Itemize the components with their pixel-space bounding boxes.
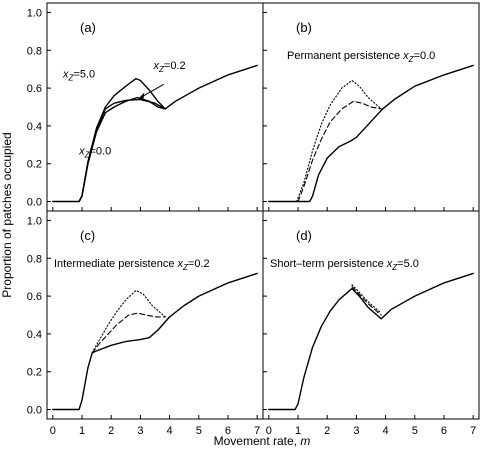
series-line-solid — [52, 272, 258, 411]
x-tick-label: 4 — [383, 425, 389, 437]
panel-subtitle-variable: x — [177, 258, 184, 270]
x-tick-label: 5 — [412, 425, 418, 437]
annotation-arrow-head — [138, 92, 145, 102]
curve-label-value: =5.0 — [73, 69, 95, 81]
x-tick-label: 1 — [79, 425, 85, 437]
curve-label-subscript: Z — [84, 150, 91, 159]
panel-label: (c) — [80, 228, 95, 243]
curve-label: xZ=0.2 — [153, 60, 186, 74]
y-tick-label: 0.8 — [27, 45, 42, 57]
curve-label-subscript: Z — [158, 65, 165, 74]
y-tick-label: 0.0 — [27, 405, 42, 417]
series-line-dashed — [91, 312, 166, 354]
panel-subtitle: Intermediate persistence xZ=0.2 — [54, 258, 210, 272]
curve-label-variable: x — [62, 69, 69, 81]
series-line-solid — [78, 77, 166, 203]
panel-label: (a) — [80, 20, 96, 35]
panel-subtitle-subscript: Z — [391, 263, 398, 272]
panel-subtitle-value: =5.0 — [397, 258, 419, 270]
series-line-solid — [52, 64, 258, 203]
curve-label-variable: x — [78, 145, 85, 157]
x-tick-label: 0 — [266, 425, 272, 437]
panel-subtitle-text: Intermediate persistence — [54, 258, 178, 270]
panel-subtitle-subscript: Z — [408, 55, 415, 64]
panel-subtitle-variable: x — [386, 258, 393, 270]
panel-label: (d) — [296, 228, 312, 243]
chart-panels: 0.00.20.40.60.81.0(a)xZ=5.0xZ=0.2xZ=0.0(… — [27, 2, 480, 437]
series-line-solid — [268, 64, 474, 203]
panel-subtitle-value: =0.2 — [188, 258, 210, 270]
y-tick-label: 0.6 — [27, 291, 42, 303]
curve-label-subscript: Z — [68, 74, 75, 83]
x-tick-label: 6 — [441, 425, 447, 437]
x-tick-label: 6 — [225, 425, 231, 437]
curve-label-value: =0.0 — [89, 145, 111, 157]
x-axis-label-text: Movement rate, — [214, 434, 301, 448]
y-axis-label: Proportion of patches occupied — [0, 132, 14, 297]
y-tick-label: 0.2 — [27, 159, 42, 171]
series-line-dotted — [296, 79, 382, 203]
curve-label: xZ=5.0 — [62, 69, 95, 83]
y-tick-label: 0.4 — [27, 329, 42, 341]
annotation-arrow — [140, 83, 165, 98]
y-tick-label: 0.2 — [27, 367, 42, 379]
series-line-dotted — [91, 289, 166, 354]
y-tick-label: 0.4 — [27, 121, 42, 133]
series-line-dotted — [351, 284, 382, 314]
series-line-solid — [268, 272, 474, 411]
panel-subtitle: Permanent persistence xZ=0.0 — [287, 50, 435, 64]
x-tick-label: 7 — [470, 425, 476, 437]
panel-subtitle-variable: x — [402, 50, 409, 62]
y-tick-label: 0.6 — [27, 83, 42, 95]
panel-subtitle-value: =0.0 — [414, 50, 436, 62]
panel-subtitle-text: Permanent persistence — [287, 50, 403, 62]
panel-subtitle: Short–term persistence xZ=5.0 — [270, 258, 419, 272]
series-line-dashed — [351, 286, 382, 316]
y-tick-label: 1.0 — [27, 215, 42, 227]
x-tick-label: 1 — [295, 425, 301, 437]
curve-label-value: =0.2 — [164, 60, 186, 72]
series-line-dashed — [297, 100, 382, 203]
curve-label-variable: x — [153, 60, 160, 72]
chart-panel: 0 1 2 3 4 5 6 7 0.0 0.2 0.4 0.6 0.8 1.0 (c) Intermediat… — [27, 210, 264, 437]
x-tick-label: 3 — [137, 425, 143, 437]
curve-label: xZ=0.0 — [78, 145, 111, 159]
panel-frame — [262, 210, 480, 420]
x-tick-label: 0 — [50, 425, 56, 437]
panel-label: (b) — [296, 20, 312, 35]
x-tick-label: 2 — [324, 425, 330, 437]
y-tick-label: 0.0 — [27, 197, 42, 209]
y-tick-label: 1.0 — [27, 7, 42, 19]
x-tick-label: 5 — [196, 425, 202, 437]
x-tick-label: 3 — [353, 425, 359, 437]
panel-subtitle-text: Short–term persistence — [270, 258, 387, 270]
y-tick-label: 0.8 — [27, 253, 42, 265]
x-axis-label: Movement rate, m — [214, 434, 311, 448]
chart-panel: (b) Permanent persistence xZ=0.0 — [262, 2, 480, 212]
x-tick-label: 4 — [167, 425, 173, 437]
panel-subtitle-subscript: Z — [182, 263, 189, 272]
x-axis-label-variable: m — [300, 434, 310, 448]
x-tick-label: 7 — [254, 425, 260, 437]
chart-panel: 0.00.20.40.60.81.0(a)xZ=5.0xZ=0.2xZ=0.0 — [27, 2, 264, 212]
chart-panel: 0 1 2 3 4 5 6 7 (d) Short–term persistence xZ=5.0 — [262, 210, 480, 437]
x-tick-label: 2 — [108, 425, 114, 437]
